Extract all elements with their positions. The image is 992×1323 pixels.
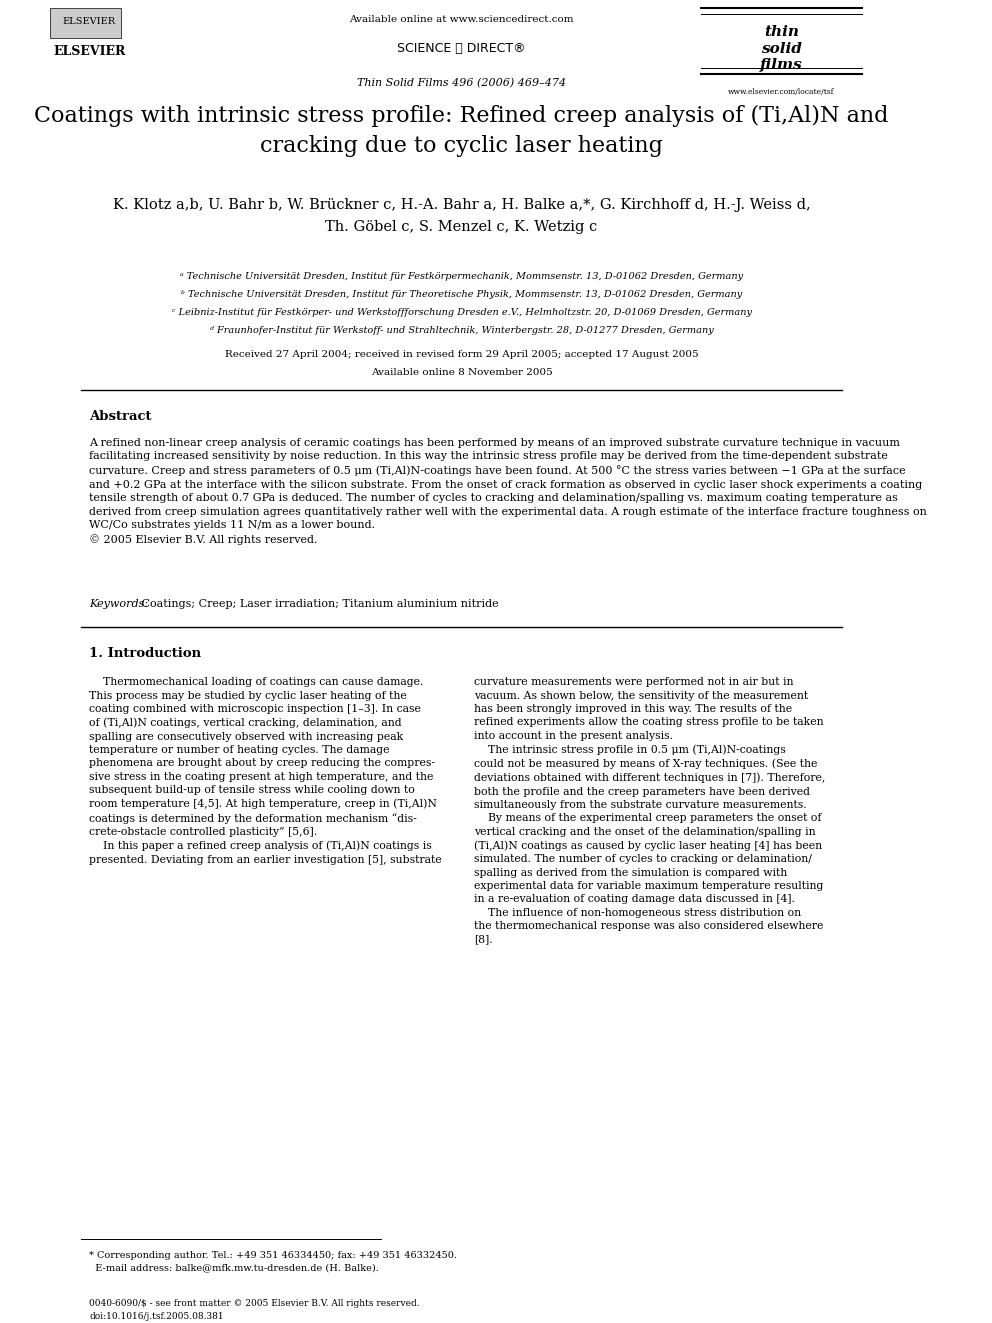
- Text: ELSEVIER: ELSEVIER: [54, 45, 125, 58]
- FancyBboxPatch shape: [50, 8, 121, 38]
- Text: ᵃ Technische Universität Dresden, Institut für Festkörpermechanik, Mommsenstr. 1: ᵃ Technische Universität Dresden, Instit…: [180, 271, 743, 280]
- Text: 0040-6090/$ - see front matter © 2005 Elsevier B.V. All rights reserved.: 0040-6090/$ - see front matter © 2005 El…: [89, 1299, 420, 1307]
- Text: solid: solid: [761, 42, 802, 56]
- Text: www.elsevier.com/locate/tsf: www.elsevier.com/locate/tsf: [728, 87, 835, 95]
- Text: Available online 8 November 2005: Available online 8 November 2005: [371, 368, 553, 377]
- Text: Received 27 April 2004; received in revised form 29 April 2005; accepted 17 Augu: Received 27 April 2004; received in revi…: [225, 349, 698, 359]
- Text: curvature measurements were performed not in air but in
vacuum. As shown below, : curvature measurements were performed no…: [474, 677, 825, 945]
- Text: ᵇ Technische Universität Dresden, Institut für Theoretische Physik, Mommsenstr. : ᵇ Technische Universität Dresden, Instit…: [181, 290, 742, 299]
- Text: Abstract: Abstract: [89, 410, 152, 422]
- Text: ELSEVIER: ELSEVIER: [62, 17, 116, 26]
- Text: thin: thin: [764, 25, 799, 38]
- Text: Coatings; Creep; Laser irradiation; Titanium aluminium nitride: Coatings; Creep; Laser irradiation; Tita…: [138, 599, 499, 610]
- Text: doi:10.1016/j.tsf.2005.08.381: doi:10.1016/j.tsf.2005.08.381: [89, 1311, 224, 1320]
- Text: K. Klotz a,b, U. Bahr b, W. Brückner c, H.-A. Bahr a, H. Balke a,*, G. Kirchhoff: K. Klotz a,b, U. Bahr b, W. Brückner c, …: [113, 198, 810, 233]
- Text: Thin Solid Films 496 (2006) 469–474: Thin Solid Films 496 (2006) 469–474: [357, 78, 566, 89]
- Text: * Corresponding author. Tel.: +49 351 46334450; fax: +49 351 46332450.
  E-mail : * Corresponding author. Tel.: +49 351 46…: [89, 1250, 457, 1273]
- Text: Keywords:: Keywords:: [89, 599, 149, 610]
- Text: ᶜ Leibniz-Institut für Festkörper- und Werkstoffforschung Dresden e.V., Helmholt: ᶜ Leibniz-Institut für Festkörper- und W…: [172, 308, 752, 316]
- Text: films: films: [760, 58, 803, 71]
- Text: Thermomechanical loading of coatings can cause damage.
This process may be studi: Thermomechanical loading of coatings can…: [89, 677, 441, 864]
- Text: Available online at www.sciencedirect.com: Available online at www.sciencedirect.co…: [349, 15, 573, 24]
- Text: ᵈ Fraunhofer-Institut für Werkstoff- und Strahltechnik, Winterbergstr. 28, D-012: ᵈ Fraunhofer-Institut für Werkstoff- und…: [209, 325, 713, 335]
- Text: 1. Introduction: 1. Introduction: [89, 647, 201, 660]
- Text: A refined non-linear creep analysis of ceramic coatings has been performed by me: A refined non-linear creep analysis of c…: [89, 438, 928, 545]
- Text: SCIENCE ⓓ DIRECT®: SCIENCE ⓓ DIRECT®: [397, 42, 526, 56]
- Text: Coatings with intrinsic stress profile: Refined creep analysis of (Ti,Al)N and
c: Coatings with intrinsic stress profile: …: [35, 105, 889, 157]
